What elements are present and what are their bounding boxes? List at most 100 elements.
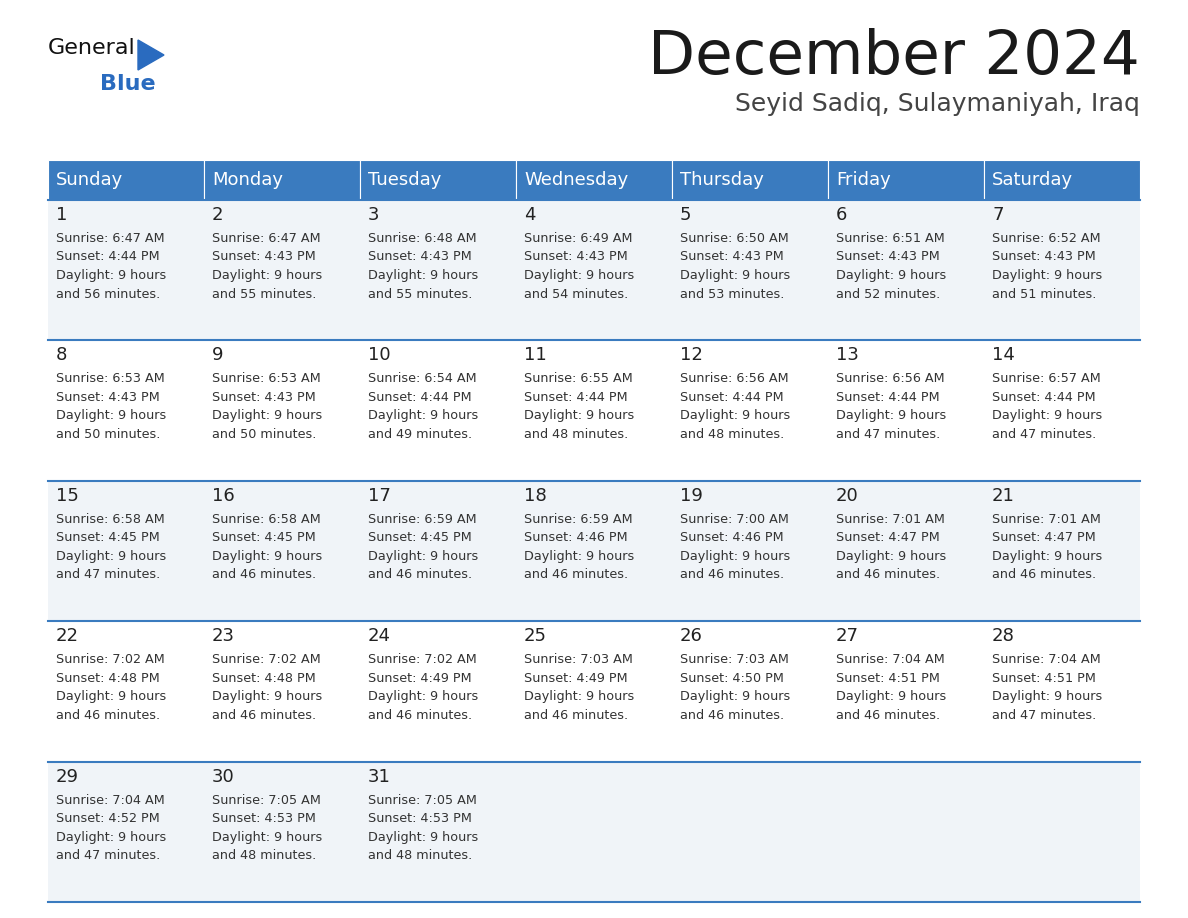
- Text: Daylight: 9 hours: Daylight: 9 hours: [524, 690, 634, 703]
- Text: Sunset: 4:43 PM: Sunset: 4:43 PM: [992, 251, 1095, 263]
- Text: and 53 minutes.: and 53 minutes.: [680, 287, 784, 300]
- Text: Seyid Sadiq, Sulaymaniyah, Iraq: Seyid Sadiq, Sulaymaniyah, Iraq: [735, 92, 1140, 116]
- Text: Sunset: 4:47 PM: Sunset: 4:47 PM: [836, 532, 940, 544]
- Text: and 47 minutes.: and 47 minutes.: [836, 428, 940, 441]
- Text: 25: 25: [524, 627, 546, 645]
- Text: Daylight: 9 hours: Daylight: 9 hours: [992, 550, 1102, 563]
- Text: Sunday: Sunday: [56, 171, 124, 189]
- Text: Sunset: 4:43 PM: Sunset: 4:43 PM: [211, 391, 316, 404]
- Text: Sunrise: 6:47 AM: Sunrise: 6:47 AM: [56, 232, 165, 245]
- Text: Daylight: 9 hours: Daylight: 9 hours: [836, 550, 947, 563]
- Bar: [204, 481, 360, 621]
- Text: Daylight: 9 hours: Daylight: 9 hours: [368, 269, 479, 282]
- Text: and 47 minutes.: and 47 minutes.: [56, 568, 160, 581]
- Text: Daylight: 9 hours: Daylight: 9 hours: [368, 409, 479, 422]
- Text: Sunrise: 6:49 AM: Sunrise: 6:49 AM: [524, 232, 632, 245]
- Bar: [204, 341, 360, 481]
- Text: Daylight: 9 hours: Daylight: 9 hours: [836, 269, 947, 282]
- Text: 8: 8: [56, 346, 68, 364]
- Text: 19: 19: [680, 487, 703, 505]
- Text: 9: 9: [211, 346, 223, 364]
- Text: and 48 minutes.: and 48 minutes.: [368, 849, 473, 862]
- Bar: [360, 341, 516, 481]
- Bar: [360, 481, 516, 621]
- Text: Sunrise: 7:03 AM: Sunrise: 7:03 AM: [680, 654, 789, 666]
- Text: 14: 14: [992, 346, 1015, 364]
- Text: 7: 7: [992, 206, 1004, 224]
- Text: Daylight: 9 hours: Daylight: 9 hours: [56, 690, 166, 703]
- Text: 27: 27: [836, 627, 859, 645]
- Text: and 55 minutes.: and 55 minutes.: [368, 287, 473, 300]
- Bar: [48, 621, 204, 762]
- Bar: [48, 160, 204, 200]
- Bar: [204, 160, 360, 200]
- Text: 2: 2: [211, 206, 223, 224]
- Bar: [48, 762, 204, 902]
- Text: Sunrise: 6:50 AM: Sunrise: 6:50 AM: [680, 232, 789, 245]
- Text: 30: 30: [211, 767, 235, 786]
- Text: Thursday: Thursday: [680, 171, 764, 189]
- Text: 17: 17: [368, 487, 391, 505]
- Text: Daylight: 9 hours: Daylight: 9 hours: [680, 690, 790, 703]
- Bar: [48, 200, 204, 341]
- Text: and 46 minutes.: and 46 minutes.: [211, 709, 316, 722]
- Text: Sunrise: 6:53 AM: Sunrise: 6:53 AM: [56, 373, 165, 386]
- Text: Sunrise: 7:04 AM: Sunrise: 7:04 AM: [836, 654, 944, 666]
- Bar: [204, 621, 360, 762]
- Text: and 50 minutes.: and 50 minutes.: [211, 428, 316, 441]
- Bar: [516, 341, 672, 481]
- Text: Sunset: 4:44 PM: Sunset: 4:44 PM: [368, 391, 472, 404]
- Text: and 46 minutes.: and 46 minutes.: [368, 568, 472, 581]
- Text: Daylight: 9 hours: Daylight: 9 hours: [836, 690, 947, 703]
- Text: Tuesday: Tuesday: [368, 171, 442, 189]
- Text: and 54 minutes.: and 54 minutes.: [524, 287, 628, 300]
- Text: 11: 11: [524, 346, 546, 364]
- Text: Sunrise: 7:04 AM: Sunrise: 7:04 AM: [992, 654, 1101, 666]
- Text: Sunrise: 7:01 AM: Sunrise: 7:01 AM: [992, 513, 1101, 526]
- Text: 15: 15: [56, 487, 78, 505]
- Text: Daylight: 9 hours: Daylight: 9 hours: [211, 550, 322, 563]
- Bar: [360, 621, 516, 762]
- Text: December 2024: December 2024: [649, 28, 1140, 87]
- Text: Sunset: 4:43 PM: Sunset: 4:43 PM: [524, 251, 627, 263]
- Text: and 46 minutes.: and 46 minutes.: [524, 709, 628, 722]
- Text: Daylight: 9 hours: Daylight: 9 hours: [680, 269, 790, 282]
- Text: Daylight: 9 hours: Daylight: 9 hours: [56, 269, 166, 282]
- Text: General: General: [48, 38, 135, 58]
- Text: 5: 5: [680, 206, 691, 224]
- Bar: [516, 621, 672, 762]
- Text: 10: 10: [368, 346, 391, 364]
- Text: 13: 13: [836, 346, 859, 364]
- Text: Daylight: 9 hours: Daylight: 9 hours: [211, 269, 322, 282]
- Text: and 55 minutes.: and 55 minutes.: [211, 287, 316, 300]
- Text: Sunrise: 6:48 AM: Sunrise: 6:48 AM: [368, 232, 476, 245]
- Text: 16: 16: [211, 487, 235, 505]
- Text: Sunset: 4:53 PM: Sunset: 4:53 PM: [368, 812, 472, 825]
- Text: Sunrise: 7:04 AM: Sunrise: 7:04 AM: [56, 793, 165, 807]
- Text: and 52 minutes.: and 52 minutes.: [836, 287, 940, 300]
- Text: Sunrise: 6:47 AM: Sunrise: 6:47 AM: [211, 232, 321, 245]
- Text: Daylight: 9 hours: Daylight: 9 hours: [680, 550, 790, 563]
- Text: Daylight: 9 hours: Daylight: 9 hours: [368, 550, 479, 563]
- Text: 4: 4: [524, 206, 536, 224]
- Text: 12: 12: [680, 346, 703, 364]
- Text: Sunset: 4:51 PM: Sunset: 4:51 PM: [836, 672, 940, 685]
- Text: Sunset: 4:48 PM: Sunset: 4:48 PM: [211, 672, 316, 685]
- Text: Sunrise: 6:52 AM: Sunrise: 6:52 AM: [992, 232, 1100, 245]
- Text: Sunrise: 6:55 AM: Sunrise: 6:55 AM: [524, 373, 633, 386]
- Bar: [828, 621, 984, 762]
- Text: Sunrise: 7:02 AM: Sunrise: 7:02 AM: [211, 654, 321, 666]
- Bar: [984, 762, 1140, 902]
- Text: Sunset: 4:44 PM: Sunset: 4:44 PM: [524, 391, 627, 404]
- Bar: [204, 200, 360, 341]
- Text: Saturday: Saturday: [992, 171, 1073, 189]
- Text: Daylight: 9 hours: Daylight: 9 hours: [836, 409, 947, 422]
- Text: and 49 minutes.: and 49 minutes.: [368, 428, 472, 441]
- Bar: [828, 481, 984, 621]
- Polygon shape: [138, 40, 164, 70]
- Bar: [48, 481, 204, 621]
- Text: Sunset: 4:43 PM: Sunset: 4:43 PM: [56, 391, 159, 404]
- Bar: [672, 621, 828, 762]
- Text: Sunrise: 6:59 AM: Sunrise: 6:59 AM: [368, 513, 476, 526]
- Bar: [516, 481, 672, 621]
